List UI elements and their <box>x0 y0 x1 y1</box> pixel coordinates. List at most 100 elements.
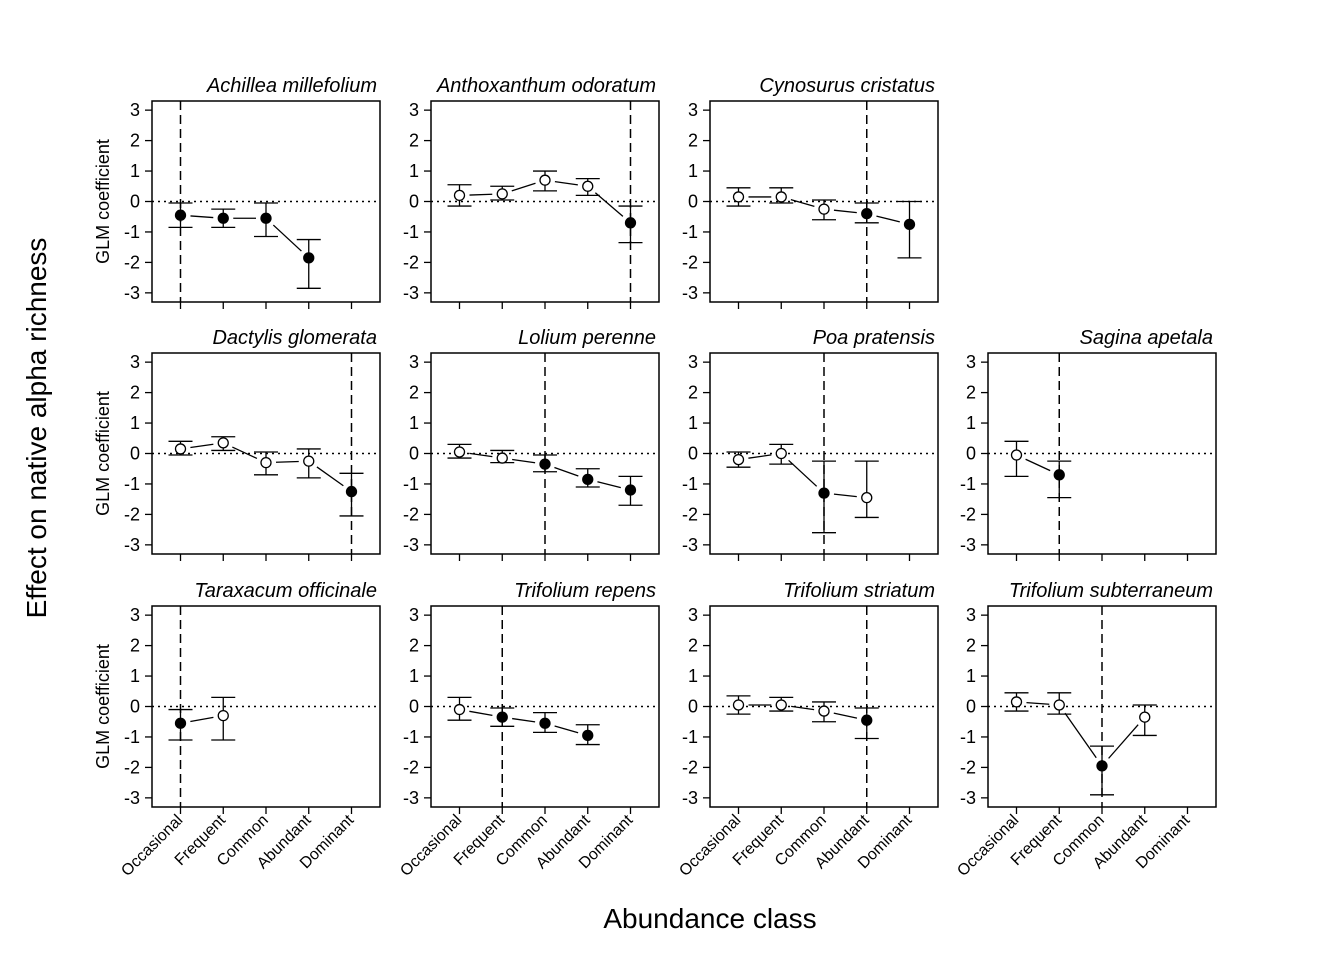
y-tick-label: 1 <box>130 413 140 433</box>
connector-line <box>833 712 858 719</box>
y-tick-label: 3 <box>130 100 140 120</box>
connector-line <box>190 215 214 219</box>
y-tick-label: -3 <box>682 283 698 303</box>
panel: Dactylis glomerata 3 2 1 0 -1 -2 -3 GLM coeffici… <box>93 327 381 561</box>
y-tick-label: 0 <box>409 697 419 717</box>
y-tick-label: 2 <box>130 131 140 151</box>
point-filled <box>818 487 830 499</box>
y-tick-label: 3 <box>688 352 698 372</box>
connector-line <box>554 466 579 477</box>
y-tick-label: 0 <box>130 444 140 464</box>
y-tick-label: -2 <box>960 504 976 524</box>
point-filled <box>345 485 358 498</box>
point-open <box>732 191 745 203</box>
point-open <box>496 188 508 200</box>
point-open <box>303 455 315 467</box>
x-tick-label: Occasional <box>676 812 744 880</box>
panel-y-label: GLM coefficient <box>93 644 113 769</box>
point-filled <box>217 212 229 224</box>
connector-line <box>469 193 493 196</box>
connector-line <box>512 458 536 464</box>
point-open <box>496 452 508 464</box>
y-tick-label: 3 <box>966 352 976 372</box>
point-filled <box>539 717 551 729</box>
connector-line <box>1026 701 1050 705</box>
connector-line <box>833 209 857 214</box>
y-tick-label: 2 <box>688 131 698 151</box>
y-tick-label: -3 <box>403 535 419 555</box>
error-bar <box>854 460 879 519</box>
y-tick-label: 3 <box>966 605 976 625</box>
y-tick-label: 2 <box>688 636 698 656</box>
y-tick-label: -3 <box>124 283 140 303</box>
point-filled <box>582 729 594 742</box>
x-tick-label: Occasional <box>954 812 1022 880</box>
point-open <box>861 492 873 504</box>
y-tick-label: -1 <box>124 222 140 242</box>
y-tick-label: -2 <box>682 504 698 524</box>
connector-line <box>1064 712 1097 759</box>
panel: Trifolium repens3210-1-2-3OccasionalFreq… <box>397 580 660 880</box>
connector-line <box>790 199 815 207</box>
point-open <box>217 709 229 722</box>
y-tick-label: 0 <box>688 444 698 464</box>
point-filled <box>539 458 551 470</box>
x-axis-label: Abundance class <box>603 903 816 934</box>
connector-line <box>469 710 493 717</box>
y-tick-label: 3 <box>409 352 419 372</box>
connector-line <box>554 725 579 734</box>
y-tick-label: 0 <box>130 697 140 717</box>
y-tick-label: 2 <box>688 383 698 403</box>
connector-line <box>275 460 299 463</box>
y-tick-label: -1 <box>682 727 698 747</box>
y-tick-label: -3 <box>960 535 976 555</box>
y-tick-label: 3 <box>409 100 419 120</box>
panel: Trifolium subterraneum 3 2 1 0 -1 -2 -3 Occasion… <box>954 580 1217 880</box>
y-tick-label: 1 <box>966 666 976 686</box>
connector-line <box>469 452 493 458</box>
y-tick-label: -1 <box>124 474 140 494</box>
y-tick-label: -3 <box>403 283 419 303</box>
connector-line <box>554 180 578 186</box>
panel-title: Trifolium subterraneum <box>1009 580 1213 602</box>
panel-title: Achillea millefolium <box>206 75 377 97</box>
point-open <box>453 189 466 202</box>
point-open <box>1010 449 1023 461</box>
panels-layer: Achillea millefolium 3 2 1 0 -1 -2 -3 GLM coeffi… <box>93 75 1217 880</box>
y-tick-label: 3 <box>688 100 698 120</box>
connector-line <box>833 493 857 498</box>
y-tick-label: -2 <box>682 252 698 272</box>
panel-title: Trifolium striatum <box>783 580 935 602</box>
panel: Poa pratensis 3 2 1 0 -1 -2 -3 <box>682 327 939 561</box>
y-tick-label: 2 <box>966 636 976 656</box>
point-open <box>775 699 787 711</box>
point-filled <box>174 209 187 221</box>
panel-title: Dactylis glomerata <box>212 327 377 349</box>
y-tick-label: 3 <box>130 605 140 625</box>
x-tick-label: Occasional <box>118 812 186 880</box>
y-tick-label: 2 <box>966 383 976 403</box>
panel: Lolium perenne 3 2 1 0 -1 -2 -3 <box>403 327 660 561</box>
point-open <box>217 437 229 449</box>
y-tick-label: 1 <box>409 413 419 433</box>
y-tick-label: 1 <box>130 666 140 686</box>
y-tick-label: -3 <box>124 788 140 808</box>
panel-title: Anthoxanthum odoratum <box>436 75 656 97</box>
panel: Achillea millefolium 3 2 1 0 -1 -2 -3 GLM coeffi… <box>93 75 381 309</box>
point-open <box>775 191 787 203</box>
y-tick-label: 3 <box>130 352 140 372</box>
point-filled <box>260 212 272 224</box>
y-tick-label: 1 <box>409 666 419 686</box>
y-tick-label: 2 <box>130 383 140 403</box>
connector-line <box>232 446 258 460</box>
connector-line <box>1025 458 1051 472</box>
connector-line <box>316 466 344 487</box>
y-tick-label: 1 <box>688 161 698 181</box>
y-tick-label: -1 <box>682 474 698 494</box>
point-open <box>582 180 594 192</box>
connector-line <box>512 717 536 723</box>
y-tick-label: 3 <box>409 605 419 625</box>
panel-title: Cynosurus cristatus <box>759 75 935 97</box>
y-tick-label: -1 <box>403 727 419 747</box>
panel-title: Trifolium repens <box>514 580 656 602</box>
